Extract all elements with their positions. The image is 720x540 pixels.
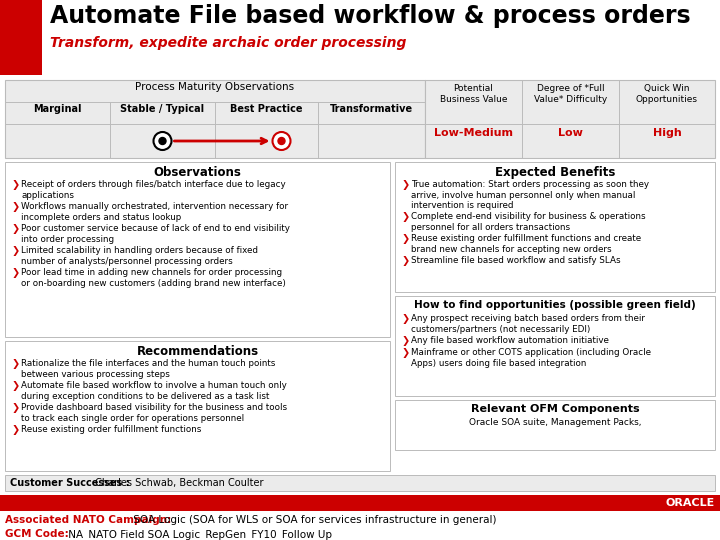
Text: Poor lead time in adding new channels for order processing
or on-boarding new cu: Poor lead time in adding new channels fo… bbox=[21, 268, 286, 288]
Bar bbox=[395, 162, 715, 292]
Circle shape bbox=[278, 138, 285, 145]
Text: Best Practice: Best Practice bbox=[230, 104, 302, 114]
Text: Workflows manually orchestrated, intervention necessary for
incomplete orders an: Workflows manually orchestrated, interve… bbox=[21, 202, 288, 222]
Circle shape bbox=[159, 138, 166, 145]
Circle shape bbox=[272, 132, 290, 150]
Text: Relevant OFM Components: Relevant OFM Components bbox=[471, 404, 639, 414]
Bar bbox=[0, 0, 42, 75]
Text: Charles Schwab, Beckman Coulter: Charles Schwab, Beckman Coulter bbox=[92, 478, 264, 488]
Text: Reuse existing order fulfillment functions: Reuse existing order fulfillment functio… bbox=[21, 425, 202, 434]
Text: ❯: ❯ bbox=[402, 314, 410, 324]
Text: Limited scalability in handling orders because of fixed
number of analysts/perso: Limited scalability in handling orders b… bbox=[21, 246, 258, 266]
Text: How to find opportunities (possible green field): How to find opportunities (possible gree… bbox=[414, 300, 696, 310]
Text: ❯: ❯ bbox=[12, 359, 20, 369]
Text: Marginal: Marginal bbox=[33, 104, 82, 114]
Circle shape bbox=[153, 132, 171, 150]
Text: Provide dashboard based visibility for the business and tools
to track each sing: Provide dashboard based visibility for t… bbox=[21, 403, 287, 423]
Bar bbox=[5, 162, 390, 337]
Text: True automation: Start orders processing as soon they
arrive, involve human pers: True automation: Start orders processing… bbox=[411, 180, 649, 211]
Text: Any file based workflow automation initiative: Any file based workflow automation initi… bbox=[411, 336, 609, 345]
Text: Observations: Observations bbox=[153, 166, 241, 179]
Text: ❯: ❯ bbox=[402, 256, 410, 266]
Text: Customer Successes :: Customer Successes : bbox=[10, 478, 130, 488]
Text: Oracle SOA suite, Management Packs,: Oracle SOA suite, Management Packs, bbox=[469, 418, 642, 427]
Text: High: High bbox=[652, 128, 681, 138]
Text: ❯: ❯ bbox=[12, 180, 20, 190]
Text: ORACLE: ORACLE bbox=[666, 498, 715, 508]
Text: ❯: ❯ bbox=[12, 202, 20, 212]
Text: ❯: ❯ bbox=[402, 212, 410, 222]
Text: Automate File based workflow & process orders: Automate File based workflow & process o… bbox=[50, 4, 690, 28]
Text: Quick Win
Opportunities: Quick Win Opportunities bbox=[636, 84, 698, 104]
Text: Poor customer service because of lack of end to end visibility
into order proces: Poor customer service because of lack of… bbox=[21, 224, 290, 244]
Text: SOA Logic (SOA for WLS or SOA for services infrastructure in general): SOA Logic (SOA for WLS or SOA for servic… bbox=[130, 515, 497, 525]
Bar bbox=[5, 80, 425, 158]
Text: Mainframe or other COTS application (including Oracle
Apps) users doing file bas: Mainframe or other COTS application (inc… bbox=[411, 348, 651, 368]
Text: ❯: ❯ bbox=[12, 224, 20, 234]
Text: Process Maturity Observations: Process Maturity Observations bbox=[135, 82, 294, 92]
Text: Transformative: Transformative bbox=[330, 104, 413, 114]
Text: Any prospect receiving batch based orders from their
customers/partners (not nec: Any prospect receiving batch based order… bbox=[411, 314, 645, 334]
Text: ❯: ❯ bbox=[402, 348, 410, 358]
Text: Receipt of orders through files/batch interface due to legacy
applications: Receipt of orders through files/batch in… bbox=[21, 180, 286, 200]
Text: Low-Medium: Low-Medium bbox=[434, 128, 513, 138]
Text: Automate file based workflow to involve a human touch only
during exception cond: Automate file based workflow to involve … bbox=[21, 381, 287, 401]
Text: ❯: ❯ bbox=[12, 425, 20, 435]
Text: Potential
Business Value: Potential Business Value bbox=[440, 84, 508, 104]
Bar bbox=[5, 341, 390, 471]
Text: Expected Benefits: Expected Benefits bbox=[495, 166, 615, 179]
Text: Associated NATO Campaign:: Associated NATO Campaign: bbox=[5, 515, 171, 525]
Text: NA_NATO Field SOA Logic_RepGen_FY10_Follow Up: NA_NATO Field SOA Logic_RepGen_FY10_Foll… bbox=[65, 529, 332, 540]
Bar bbox=[0, 495, 720, 511]
Text: Rationalize the file interfaces and the human touch points
between various proce: Rationalize the file interfaces and the … bbox=[21, 359, 275, 379]
Text: Degree of *Full
Value* Difficulty: Degree of *Full Value* Difficulty bbox=[534, 84, 607, 104]
Text: Complete end-end visibility for business & operations
personnel for all orders t: Complete end-end visibility for business… bbox=[411, 212, 646, 232]
Text: GCM Code:: GCM Code: bbox=[5, 529, 68, 539]
Text: Stable / Typical: Stable / Typical bbox=[120, 104, 204, 114]
Text: ❯: ❯ bbox=[402, 234, 410, 244]
Bar bbox=[395, 296, 715, 396]
Text: ❯: ❯ bbox=[12, 381, 20, 391]
Bar bbox=[395, 400, 715, 450]
Text: Recommendations: Recommendations bbox=[136, 345, 258, 358]
Text: Low: Low bbox=[558, 128, 583, 138]
Text: ❯: ❯ bbox=[402, 180, 410, 190]
Bar bbox=[425, 80, 715, 158]
Text: ❯: ❯ bbox=[12, 246, 20, 256]
Text: ❯: ❯ bbox=[12, 268, 20, 278]
Text: ❯: ❯ bbox=[12, 403, 20, 413]
Text: Streamline file based workflow and satisfy SLAs: Streamline file based workflow and satis… bbox=[411, 256, 621, 265]
Text: ❯: ❯ bbox=[402, 336, 410, 346]
Text: Reuse existing order fulfillment functions and create
brand new channels for acc: Reuse existing order fulfillment functio… bbox=[411, 234, 641, 254]
Text: Transform, expedite archaic order processing: Transform, expedite archaic order proces… bbox=[50, 36, 406, 50]
Bar bbox=[5, 475, 715, 491]
